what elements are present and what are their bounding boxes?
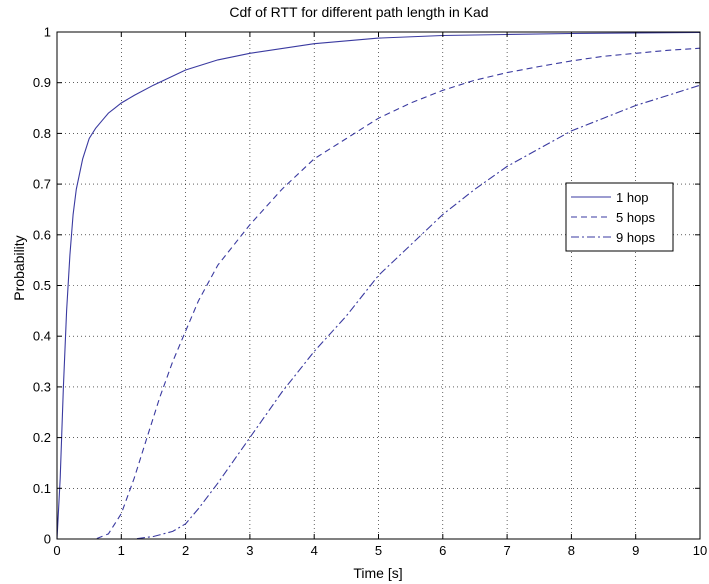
x-tick-label: 1: [118, 543, 125, 558]
legend-label-1: 1 hop: [616, 190, 649, 205]
y-tick-label: 0.7: [33, 177, 51, 192]
x-tick-label: 10: [693, 543, 707, 558]
x-tick-label: 3: [246, 543, 253, 558]
y-tick-label: 0.2: [33, 430, 51, 445]
series-lines: [56, 31, 701, 540]
x-tick-label: 9: [632, 543, 639, 558]
x-tick-label: 6: [439, 543, 446, 558]
y-axis-label: Probability: [11, 235, 27, 300]
legend-items: 1 hop 5 hops 9 hops: [571, 190, 656, 245]
legend: 1 hop 5 hops 9 hops: [565, 182, 674, 252]
x-axis-label: Time [s]: [353, 565, 402, 581]
x-tick-label: 5: [375, 543, 382, 558]
y-tick-label: 0.3: [33, 379, 51, 394]
x-tick-label: 2: [182, 543, 189, 558]
y-tick-label: 0.6: [33, 227, 51, 242]
y-tick-label: 0.5: [33, 278, 51, 293]
y-tick-label: 0.8: [33, 126, 51, 141]
grid-lines: [57, 32, 700, 539]
y-tick-label: 1: [44, 25, 51, 40]
legend-label-2: 5 hops: [616, 210, 656, 225]
y-tick-label: 0.1: [33, 481, 51, 496]
legend-label-3: 9 hops: [616, 230, 656, 245]
x-tick-label: 8: [568, 543, 575, 558]
x-tick-label: 4: [311, 543, 318, 558]
y-tick-label: 0.4: [33, 329, 51, 344]
x-tick-label: 0: [53, 543, 60, 558]
y-tick-label: 0.9: [33, 75, 51, 90]
series-line-2: [57, 47, 701, 540]
y-tick-label: 0: [44, 532, 51, 547]
series-line-3: [57, 84, 701, 540]
axis-ticks: 0 1 2 3 4 5 6 7 8 9 10 0 0.1 0.2 0.3 0.4 0.5 0.6 0.7 0.8 0.9…: [33, 25, 707, 559]
x-tick-label: 7: [503, 543, 510, 558]
series-line-1: [56, 31, 701, 540]
chart-title: Cdf of RTT for different path length in …: [229, 4, 488, 20]
